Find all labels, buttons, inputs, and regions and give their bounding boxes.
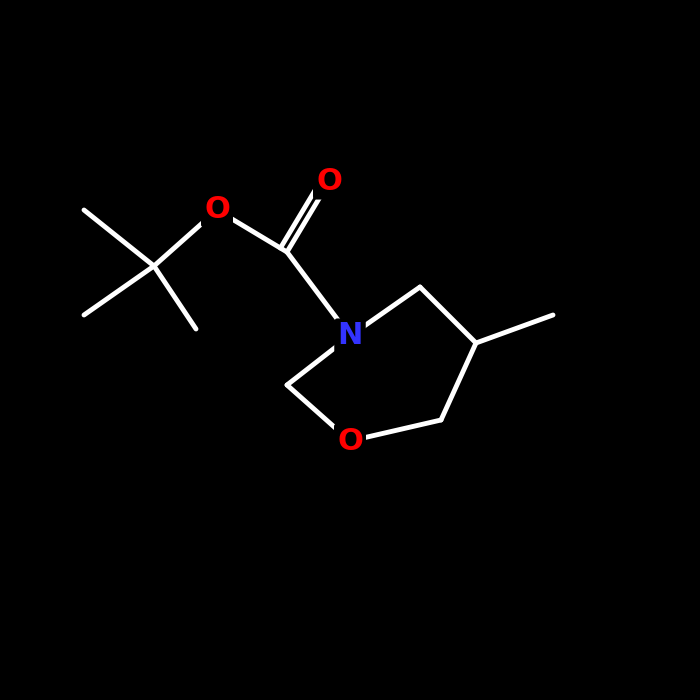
- Text: O: O: [337, 426, 363, 456]
- Text: N: N: [337, 321, 363, 351]
- Text: O: O: [204, 195, 230, 225]
- Text: O: O: [316, 167, 342, 197]
